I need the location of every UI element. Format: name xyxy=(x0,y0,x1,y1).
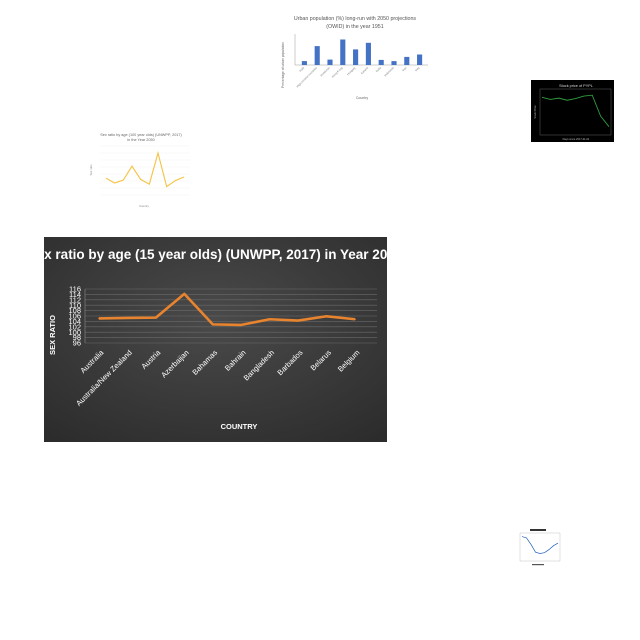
thumb-title: Urban population (%) long-run with 2050 … xyxy=(294,16,417,22)
bar xyxy=(404,56,410,65)
x-tick-label: Hong Kong xyxy=(331,66,344,79)
bar xyxy=(327,59,333,65)
x-axis-label-bar xyxy=(532,564,544,566)
y-axis-label: Percentage of urban population xyxy=(281,42,285,88)
y-tick-label: 102 xyxy=(68,322,81,331)
bar xyxy=(314,46,320,65)
x-tick-label: India xyxy=(375,66,382,73)
y-axis-label: SEX RATIO xyxy=(48,315,57,355)
x-tick-label: Indonesia xyxy=(383,66,395,78)
x-tick-label: Iceland xyxy=(360,66,370,76)
x-axis-label: Country xyxy=(356,96,369,100)
x-axis-label: Country xyxy=(139,204,149,208)
data-point xyxy=(297,319,299,322)
data-point xyxy=(183,293,186,295)
bar xyxy=(417,54,423,65)
plot-frame xyxy=(519,532,561,562)
series-line xyxy=(541,94,610,127)
x-tick-label: Iraq xyxy=(414,66,421,73)
y-tick-label: 110 xyxy=(69,301,81,310)
y-tick-label: 100 xyxy=(68,328,81,337)
series-line xyxy=(98,292,356,327)
data-point xyxy=(98,317,100,320)
bar xyxy=(378,59,384,65)
bar xyxy=(301,61,307,65)
data-point xyxy=(126,317,129,319)
y-tick-label: 114 xyxy=(69,290,81,299)
urban-population-thumbnail-chart: Urban population (%) long-run with 2050 … xyxy=(281,16,428,100)
y-tick-label: 108 xyxy=(68,306,81,315)
chart-background xyxy=(44,237,387,442)
stock-price-thumbnail-chart: Stock price of PYPL Stock Price Days sin… xyxy=(531,80,614,142)
x-tick-label: Honduras xyxy=(319,65,331,77)
plot-frame xyxy=(539,88,612,136)
x-axis-label: COUNTRY xyxy=(221,422,258,431)
sex-ratio-2015-chart: Sex ratio by age (15 year olds) (UNWPP, … xyxy=(44,237,387,442)
y-tick-label: 96 xyxy=(73,339,81,348)
title-bar xyxy=(530,529,546,531)
data-point xyxy=(325,315,328,318)
sex-ratio-2050-thumbnail-chart: Sex ratio by age (100 year olds) (UNWPP,… xyxy=(89,133,190,208)
data-point xyxy=(268,318,271,321)
bar xyxy=(365,42,371,65)
data-point xyxy=(155,316,157,319)
series-line xyxy=(105,150,185,188)
x-tick-label: Hungary xyxy=(346,65,357,76)
y-tick-label: 112 xyxy=(69,295,81,304)
data-point xyxy=(211,323,214,326)
small-line-thumbnail-chart xyxy=(519,529,561,566)
thumb-title: (OWID) in the year 1951 xyxy=(326,24,383,30)
y-tick-label: 106 xyxy=(68,312,81,321)
y-tick-label: 98 xyxy=(73,333,81,342)
data-point xyxy=(240,324,243,326)
thumb-title: in the Year 2050 xyxy=(127,138,154,142)
series-line xyxy=(521,536,559,554)
y-tick-label: 104 xyxy=(68,317,81,326)
y-axis-label: Sex ratio xyxy=(89,164,93,175)
x-tick-label: Haiti xyxy=(298,66,305,73)
bar xyxy=(340,39,346,65)
y-axis-label: Stock Price xyxy=(533,105,537,119)
bar xyxy=(353,49,359,65)
thumb-title: Stock price of PYPL xyxy=(559,84,593,88)
bar xyxy=(391,61,397,65)
thumb-title: Sex ratio by age (100 year olds) (UNWPP,… xyxy=(100,133,182,137)
chart-background xyxy=(531,80,614,142)
x-axis-label: Days since 2017-01-01 xyxy=(563,137,590,141)
y-tick-label: 116 xyxy=(69,285,81,294)
chart-title: Sex ratio by age (15 year olds) (UNWPP, … xyxy=(44,247,387,262)
data-point xyxy=(354,318,356,321)
x-tick-label: Iran xyxy=(401,66,408,73)
